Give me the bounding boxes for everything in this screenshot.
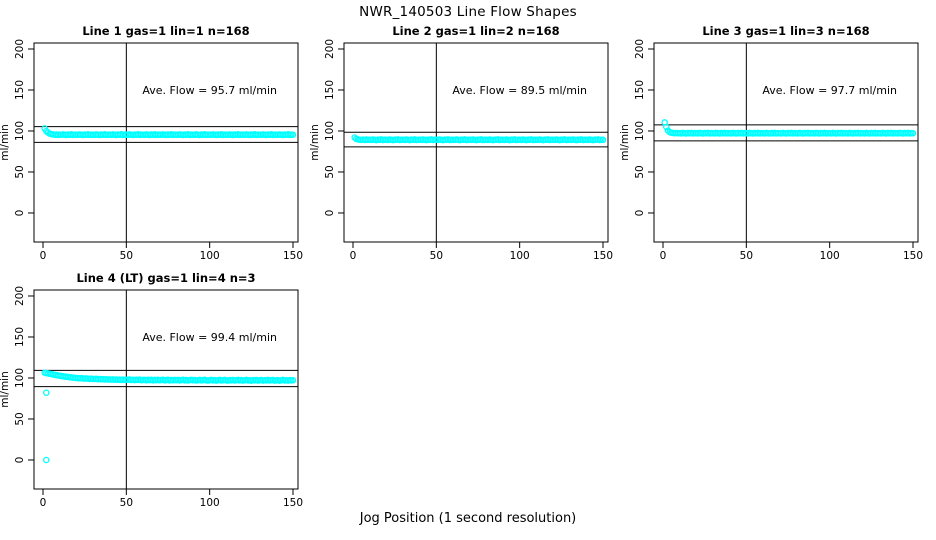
plot-box bbox=[653, 42, 919, 243]
data-points bbox=[41, 125, 297, 139]
y-tick-label: 100 bbox=[324, 121, 336, 141]
x-tick-label: 150 bbox=[593, 250, 613, 262]
x-tick-label: 100 bbox=[820, 250, 840, 262]
panel-1: 0 50 100 150 0 50 100 150 200 ml/min Line 1 gas=1 … bbox=[0, 24, 303, 262]
y-axis-label: ml/min bbox=[309, 124, 321, 160]
x-tick-label: 150 bbox=[903, 250, 923, 262]
y-tick-label: 0 bbox=[634, 210, 646, 217]
y-tick-label: 200 bbox=[14, 286, 26, 306]
y-tick-label: 200 bbox=[634, 39, 646, 59]
y-axis-label: ml/min bbox=[0, 371, 11, 407]
y-tick-label: 0 bbox=[14, 457, 26, 464]
ave-flow-annotation: Ave. Flow = 89.5 ml/min bbox=[452, 84, 587, 97]
x-tick-label: 0 bbox=[350, 250, 357, 262]
y-tick-label: 100 bbox=[634, 121, 646, 141]
ave-flow-annotation: Ave. Flow = 99.4 ml/min bbox=[142, 331, 277, 344]
y-tick-label: 100 bbox=[14, 368, 26, 388]
panel-4: 0 50 100 150 0 50 100 150 200 ml/min Line 4 (LT) g… bbox=[0, 271, 303, 509]
y-tick-label: 200 bbox=[14, 39, 26, 59]
y-tick-label: 50 bbox=[14, 165, 26, 178]
y-tick-label: 150 bbox=[634, 80, 646, 100]
plot-box bbox=[33, 289, 299, 490]
y-axis-label: ml/min bbox=[619, 124, 631, 160]
x-tick-label: 50 bbox=[120, 250, 133, 262]
y-tick-label: 150 bbox=[14, 80, 26, 100]
y-tick-label: 0 bbox=[324, 210, 336, 217]
outlier-point bbox=[43, 389, 50, 396]
data-points bbox=[351, 134, 607, 144]
figure-title: NWR_140503 Line Flow Shapes bbox=[359, 4, 577, 20]
panel-title: Line 3 gas=1 lin=3 n=168 bbox=[702, 24, 869, 38]
y-tick-label: 0 bbox=[14, 210, 26, 217]
y-tick-label: 50 bbox=[14, 412, 26, 425]
panel-title: Line 1 gas=1 lin=1 n=168 bbox=[82, 24, 249, 38]
panel-3: 0 50 100 150 0 50 100 150 200 ml/min Line 3 gas=1 … bbox=[619, 24, 923, 262]
x-tick-label: 0 bbox=[660, 250, 667, 262]
y-tick-label: 200 bbox=[324, 39, 336, 59]
outlier-point bbox=[43, 456, 50, 464]
x-tick-label: 150 bbox=[283, 250, 303, 262]
x-axis-label: Jog Position (1 second resolution) bbox=[359, 511, 577, 526]
y-tick-label: 150 bbox=[14, 327, 26, 347]
x-tick-label: 100 bbox=[510, 250, 530, 262]
panel-title: Line 4 (LT) gas=1 lin=4 n=3 bbox=[76, 271, 255, 285]
ave-flow-annotation: Ave. Flow = 95.7 ml/min bbox=[142, 84, 277, 97]
ave-flow-annotation: Ave. Flow = 97.7 ml/min bbox=[762, 84, 897, 97]
y-axis-label: ml/min bbox=[0, 124, 11, 160]
y-tick-label: 150 bbox=[324, 80, 336, 100]
x-tick-label: 50 bbox=[430, 250, 443, 262]
data-points bbox=[41, 369, 297, 464]
y-tick-label: 100 bbox=[14, 121, 26, 141]
y-tick-label: 50 bbox=[324, 165, 336, 178]
plot-box bbox=[33, 42, 299, 243]
x-tick-label: 0 bbox=[40, 497, 47, 509]
y-tick-label: 50 bbox=[634, 165, 646, 178]
x-tick-label: 100 bbox=[200, 497, 220, 509]
x-tick-label: 100 bbox=[200, 250, 220, 262]
x-tick-label: 50 bbox=[120, 497, 133, 509]
plot-box bbox=[343, 42, 609, 243]
x-tick-label: 150 bbox=[283, 497, 303, 509]
panel-title: Line 2 gas=1 lin=2 n=168 bbox=[392, 24, 559, 38]
x-tick-label: 0 bbox=[40, 250, 47, 262]
x-tick-label: 50 bbox=[740, 250, 753, 262]
data-points bbox=[661, 119, 917, 137]
panel-2: 0 50 100 150 0 50 100 150 200 ml/min Line 2 gas=1 … bbox=[309, 24, 613, 262]
